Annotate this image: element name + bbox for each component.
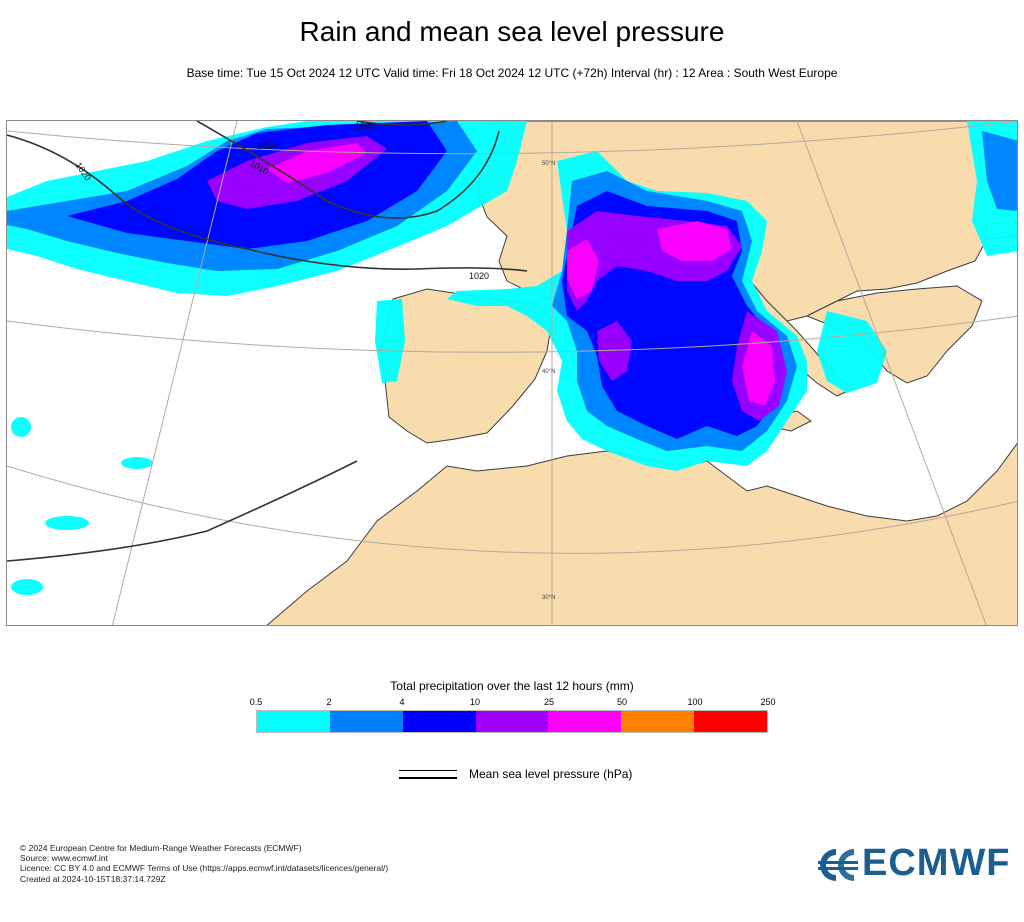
colorbar-segment	[257, 711, 330, 732]
precip-east-blue	[982, 131, 1017, 211]
isobar-1000	[356, 121, 448, 126]
precip-small-cyan-1	[121, 457, 153, 469]
lat-label-50: 50°N	[542, 161, 555, 167]
pressure-legend-label: Mean sea level pressure (hPa)	[469, 767, 633, 781]
precip-gulf-magenta	[657, 221, 732, 261]
tick-label: 250	[760, 697, 776, 707]
isobar-label-1020-iberia: 1020	[469, 271, 489, 281]
latitude-line-50	[7, 121, 1017, 155]
tick-label: 0.5	[249, 697, 263, 707]
colorbar-segment	[329, 711, 403, 732]
precip-small-cyan-3	[11, 417, 31, 437]
isobar-1020-west	[7, 134, 528, 272]
precip-magenta-layer	[267, 143, 775, 406]
tick-label: 4	[399, 697, 405, 707]
footer-source: Source: www.ecmwf.int	[20, 853, 108, 864]
colorbar-segment	[475, 711, 549, 732]
footer-licence: Licence: CC BY 4.0 and ECMWF Terms of Us…	[20, 863, 389, 874]
graticule-layer	[7, 121, 1017, 625]
legend-title: Total precipitation over the last 12 hou…	[390, 679, 634, 693]
precip-colorbar	[256, 710, 768, 733]
colorbar-segment	[402, 711, 476, 732]
weather-map[interactable]: 1000 1010 1020 1020 1020 50°N 40°N 30°N	[6, 120, 1018, 626]
map-canvas: 1000 1010 1020 1020 1020 50°N 40°N 30°N	[7, 121, 1017, 625]
isobar-label-1000: 1000	[355, 121, 375, 131]
precip-portugal-cyan	[375, 299, 405, 383]
chart-subtitle: Base time: Tue 15 Oct 2024 12 UTC Valid …	[186, 66, 838, 80]
pressure-line-top	[399, 770, 457, 771]
colorbar-segment	[548, 711, 622, 732]
footer-credits: © 2024 European Centre for Medium-Range …	[20, 843, 388, 884]
colorbar-ticks: 0.5 2 4 10 25 50 100 250	[250, 697, 776, 709]
tick-label: 10	[469, 697, 481, 707]
precip-balkan-cyan	[817, 311, 887, 393]
pressure-line-bottom	[399, 777, 457, 779]
isobar-1010	[196, 121, 500, 219]
precip-small-cyan-2	[45, 516, 89, 530]
precip-atlantic-magenta	[267, 143, 367, 183]
ecmwf-logo-text[interactable]: ECMWF	[862, 842, 1011, 884]
footer-copyright: © 2024 European Centre for Medium-Range …	[20, 843, 302, 853]
chart-title: Rain and mean sea level pressure	[299, 16, 725, 47]
tick-label: 100	[687, 697, 703, 707]
precip-france-magenta	[567, 239, 599, 299]
latitude-label-layer: 50°N 40°N 30°N	[542, 161, 555, 601]
lat-label-30: 30°N	[542, 595, 555, 601]
latitude-line-30	[7, 465, 1017, 554]
meridian-line-1	[111, 121, 238, 625]
north-africa-land	[266, 442, 1017, 625]
isobar-1020-africa	[7, 460, 358, 562]
tick-label: 25	[543, 697, 555, 707]
tick-label: 50	[616, 697, 628, 707]
isobar-label-1020-north: 1020	[257, 141, 277, 151]
colorbar-segment	[621, 711, 695, 732]
precip-small-cyan-4	[11, 579, 43, 595]
ecmwf-logo-icon[interactable]	[812, 845, 1012, 885]
precip-italy-magenta	[742, 331, 775, 406]
latitude-line-40	[7, 315, 1017, 353]
tick-label: 2	[326, 697, 332, 707]
precip-sardinia-violet	[597, 321, 632, 381]
lat-label-40: 40°N	[542, 369, 555, 375]
isobar-layer	[7, 121, 528, 562]
meridian-line-3	[796, 121, 987, 625]
footer-created: Created at 2024-10-15T18:37:14.729Z	[20, 873, 166, 884]
colorbar-segment	[694, 711, 768, 732]
